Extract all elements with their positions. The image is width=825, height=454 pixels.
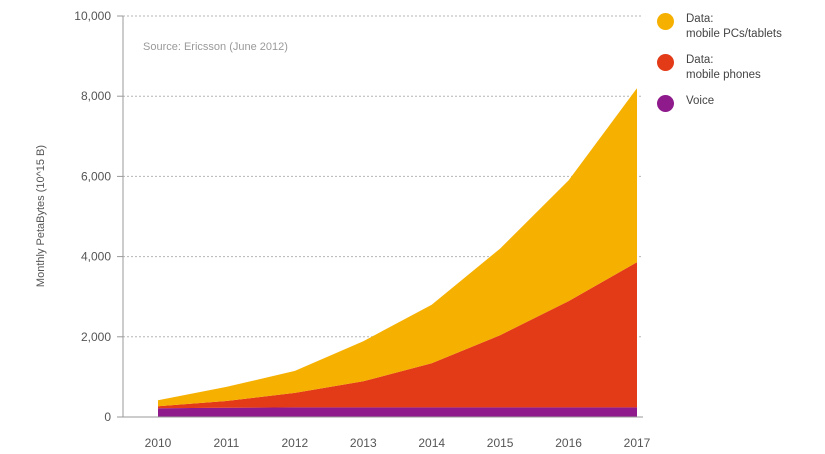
x-tick-label: 2011 — [214, 436, 240, 450]
y-tick-label: 4,000 — [81, 250, 111, 264]
axes: 0 2,000 4,000 6,000 8,000 10,000 2010 2011 2012 2… — [74, 9, 650, 450]
x-tick-label: 2017 — [624, 436, 651, 450]
area-voice — [158, 407, 637, 417]
y-axis-label: Monthly PetaBytes (10^15 B) — [35, 145, 47, 287]
x-tick-label: 2014 — [418, 436, 445, 450]
legend-item: Voice — [657, 94, 825, 112]
y-tick-label: 0 — [104, 410, 111, 424]
y-tick-label: 6,000 — [81, 169, 111, 183]
legend-swatch — [657, 95, 674, 112]
legend-label: Data: mobile phones — [686, 54, 761, 81]
legend-item: Data: mobile PCs/tablets — [657, 12, 825, 42]
legend-swatch — [657, 13, 674, 30]
legend: Data: mobile PCs/tablets Data: mobile pho… — [657, 12, 825, 123]
legend-label: Voice — [686, 95, 715, 107]
legend-swatch — [657, 54, 674, 71]
legend-item: Data: mobile phones — [657, 53, 825, 83]
x-tick-label: 2010 — [145, 436, 172, 450]
y-tick-label: 10,000 — [74, 9, 111, 23]
y-tick-label: 2,000 — [81, 330, 111, 344]
x-tick-label: 2013 — [350, 436, 377, 450]
source-annotation: Source: Ericsson (June 2012) — [143, 41, 288, 53]
x-tick-label: 2016 — [555, 436, 582, 450]
area-data-mobile-pcs-tablets — [158, 88, 637, 407]
legend-label: Data: mobile PCs/tablets — [686, 13, 782, 40]
area-data-mobile-phones — [158, 262, 637, 409]
x-tick-label: 2012 — [282, 436, 309, 450]
x-tick-label: 2015 — [487, 436, 514, 450]
area-layers — [158, 88, 637, 417]
y-tick-label: 8,000 — [81, 89, 111, 103]
